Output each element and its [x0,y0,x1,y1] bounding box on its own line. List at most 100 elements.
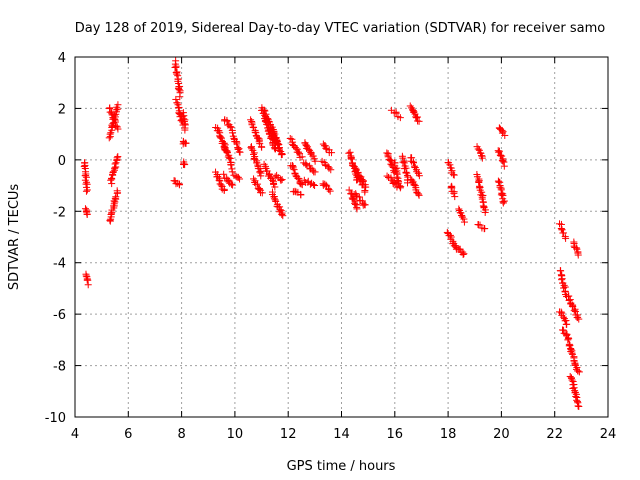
data-point [82,272,90,280]
data-point [220,170,228,178]
data-point [268,131,276,139]
data-points [80,57,583,410]
data-point [260,106,268,114]
y-tick-label: 0 [58,154,66,169]
data-point [270,132,278,140]
y-tick-label: 4 [58,51,66,66]
data-point [575,402,583,410]
data-point [236,148,244,156]
data-point [562,234,570,242]
data-point [228,180,236,188]
data-point [112,122,120,130]
data-point [361,201,369,209]
data-point [215,176,223,184]
data-point [460,250,468,258]
data-point [407,154,415,162]
data-point [277,176,285,184]
data-point [322,181,330,189]
data-point [460,218,468,226]
data-point [83,210,91,218]
data-point [278,210,286,218]
data-point [286,134,294,142]
data-point [113,154,121,162]
data-point [572,392,580,400]
data-point [497,191,505,199]
data-point [574,402,582,410]
data-point [84,281,92,289]
data-point [255,185,263,193]
data-point [311,182,319,190]
data-point [298,153,306,161]
data-point [460,215,468,223]
data-point [558,276,566,284]
data-point [108,175,116,183]
data-point [250,175,258,183]
data-point [558,275,566,283]
data-point [288,140,296,148]
data-point [311,157,319,165]
data-point [311,168,319,176]
data-point [556,267,564,275]
data-point [443,228,451,236]
data-point [346,148,354,156]
data-point [216,133,224,141]
grid-layer [75,57,608,417]
data-point [501,131,509,139]
data-point [173,70,181,78]
y-tick-label: -4 [53,257,66,272]
data-point [415,191,423,199]
y-tick-label: -8 [53,360,66,375]
data-point [474,145,482,153]
chart-title: Day 128 of 2019, Sidereal Day-to-day VTE… [75,21,606,36]
data-point [176,180,184,188]
data-point [114,101,122,109]
data-point [248,145,256,153]
data-point [415,172,423,180]
data-point [220,139,228,147]
data-point [236,175,244,183]
data-point [322,144,330,152]
data-point [234,173,242,181]
data-point [224,176,232,184]
data-point [111,164,119,172]
y-axis-label: SDTVAR / TECUs [7,184,22,291]
data-point [295,148,303,156]
data-point [226,179,234,187]
x-tick-label: 12 [280,427,297,442]
data-point [353,205,361,213]
data-point [276,175,284,183]
y-tick-label: 2 [58,102,66,117]
data-point [105,134,113,142]
data-point [478,154,486,162]
data-point [290,166,298,174]
data-point [446,161,454,169]
data-point [233,140,241,148]
data-point [297,191,305,199]
data-point [396,114,404,122]
data-point [266,126,274,134]
data-point [112,193,120,201]
x-tick-label: 4 [71,427,79,442]
data-point [247,116,255,124]
data-point [415,117,423,125]
data-point [269,176,277,184]
data-point [325,186,333,194]
data-point [80,163,88,171]
data-point [500,162,508,170]
data-point [410,108,418,116]
data-point [254,180,262,188]
x-tick-label: 20 [493,427,510,442]
data-point [271,173,279,181]
x-tick-label: 24 [600,427,617,442]
data-point [220,185,228,193]
data-point [83,186,91,194]
data-point [256,168,264,176]
plot-frame [74,56,609,418]
data-point [172,95,180,103]
data-point [227,161,235,169]
data-point [309,181,317,189]
data-point [447,183,455,191]
data-point [274,139,282,147]
data-point [355,193,363,201]
data-point [451,193,459,201]
